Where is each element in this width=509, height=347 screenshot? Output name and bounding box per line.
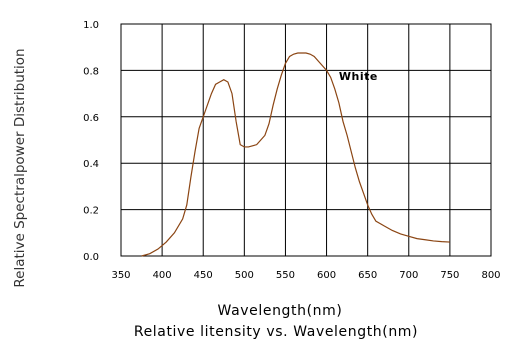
- y-tick-label: 0.4: [83, 159, 99, 170]
- y-tick-label: 0.2: [83, 206, 99, 217]
- x-tick-label: 350: [111, 270, 130, 281]
- x-tick-label: 450: [194, 270, 213, 281]
- y-tick-labels: 0.0 0.2 0.4 0.6 0.8 1.0: [83, 20, 99, 263]
- y-tick-label: 0.0: [83, 252, 99, 263]
- y-tick-label: 0.8: [83, 66, 99, 77]
- x-axis-label: Wavelength(nm): [218, 303, 343, 319]
- y-tick-label: 1.0: [83, 20, 99, 31]
- x-tick-label: 500: [235, 270, 254, 281]
- x-tick-label: 750: [440, 270, 459, 281]
- x-tick-label: 800: [481, 270, 500, 281]
- series-line-white: [141, 52, 450, 257]
- x-tick-label: 700: [399, 270, 418, 281]
- x-tick-label: 550: [276, 270, 295, 281]
- x-tick-labels: 350 400 450 500 550 600 650 700 750 800: [111, 270, 500, 281]
- x-tick-label: 600: [317, 270, 336, 281]
- plot-frame: [120, 23, 492, 257]
- series-annotation-white: White: [339, 70, 378, 83]
- grid: [120, 23, 492, 257]
- x-tick-label: 650: [358, 270, 377, 281]
- chart-subtitle: Relative litensity vs. Wavelength(nm): [134, 324, 418, 340]
- y-tick-label: 0.6: [83, 113, 99, 124]
- y-axis-label: Relative Spectralpower Distribution: [12, 48, 28, 287]
- x-tick-label: 400: [153, 270, 172, 281]
